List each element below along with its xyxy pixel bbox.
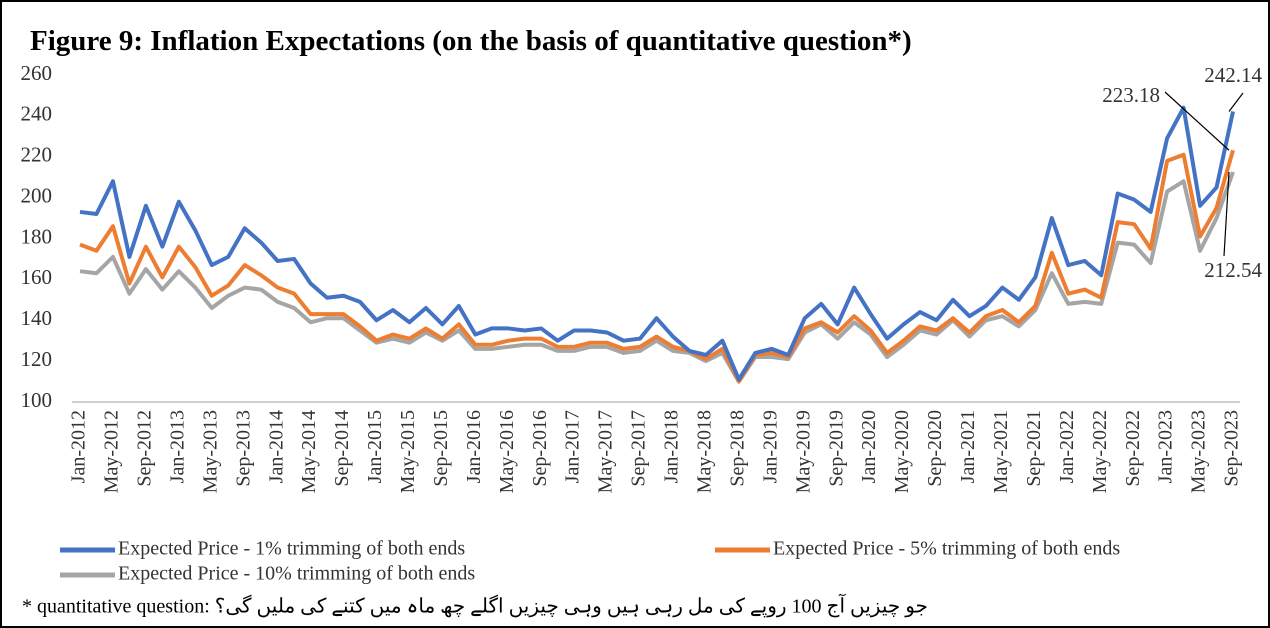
x-tick-label: May-2014 xyxy=(298,410,320,493)
data-label: 242.14 xyxy=(1204,63,1262,87)
y-tick-label: 120 xyxy=(21,347,53,371)
x-tick-label: Sep-2017 xyxy=(628,410,650,487)
x-tick-label: May-2017 xyxy=(595,410,617,493)
x-tick-label: Jan-2019 xyxy=(759,410,781,483)
x-tick-label: Sep-2012 xyxy=(133,410,155,487)
series-line xyxy=(79,171,1235,384)
x-tick-label: Jan-2020 xyxy=(858,410,880,483)
series-line xyxy=(79,105,1235,382)
x-tick-label: Sep-2021 xyxy=(1023,410,1045,487)
data-label: 212.54 xyxy=(1204,258,1262,282)
x-tick-label: May-2012 xyxy=(101,410,123,493)
legend-label: Expected Price - 5% trimming of both end… xyxy=(773,538,1120,560)
annotation-leader xyxy=(1223,171,1230,257)
x-tick-label: Sep-2013 xyxy=(232,410,254,487)
y-tick-label: 180 xyxy=(21,224,53,248)
x-tick-label: Sep-2016 xyxy=(529,410,551,487)
x-tick-label: May-2020 xyxy=(891,410,913,493)
y-tick-label: 220 xyxy=(21,143,53,167)
x-tick-label: Sep-2022 xyxy=(1122,410,1144,487)
legend-label: Expected Price - 1% trimming of both end… xyxy=(118,538,465,560)
x-tick-label: Jan-2015 xyxy=(364,410,386,483)
x-tick-label: Jan-2021 xyxy=(957,410,979,483)
x-tick-label: Jan-2018 xyxy=(661,410,683,483)
x-tick-label: Sep-2019 xyxy=(825,410,847,487)
y-tick-label: 240 xyxy=(21,102,53,126)
x-tick-label: May-2013 xyxy=(199,410,221,493)
y-tick-label: 100 xyxy=(21,388,53,412)
chart-title: Figure 9: Inflation Expectations (on the… xyxy=(30,25,912,57)
y-tick-label: 200 xyxy=(21,183,53,207)
x-tick-label: Jan-2022 xyxy=(1056,410,1078,483)
x-tick-label: May-2018 xyxy=(694,410,716,493)
x-tick-label: May-2015 xyxy=(397,410,419,493)
x-tick-label: May-2023 xyxy=(1188,410,1210,493)
x-tick-label: Jan-2016 xyxy=(463,410,485,483)
footnote: * quantitative question: جو چیزیں آج 100… xyxy=(22,594,928,618)
legend-label: Expected Price - 10% trimming of both en… xyxy=(118,563,475,585)
x-tick-label: Jan-2012 xyxy=(68,410,90,483)
x-tick-label: May-2022 xyxy=(1089,410,1111,493)
x-tick-label: Sep-2014 xyxy=(331,410,353,487)
y-tick-label: 140 xyxy=(21,306,53,330)
y-tick-label: 260 xyxy=(21,61,53,85)
x-tick-label: Jan-2023 xyxy=(1155,410,1177,483)
x-tick-label: Sep-2015 xyxy=(430,410,452,487)
x-tick-label: Jan-2014 xyxy=(265,410,287,483)
x-tick-label: May-2021 xyxy=(990,410,1012,493)
x-tick-label: Sep-2020 xyxy=(924,410,946,487)
x-tick-label: Jan-2017 xyxy=(562,410,584,483)
x-tick-label: May-2019 xyxy=(792,410,814,493)
x-tick-label: Jan-2013 xyxy=(166,410,188,483)
x-tick-label: May-2016 xyxy=(496,410,518,493)
series-line xyxy=(79,149,1235,384)
x-tick-label: Sep-2023 xyxy=(1221,410,1243,487)
annotation-leader xyxy=(1164,91,1230,151)
annotation-leader xyxy=(1228,92,1244,112)
data-label: 223.18 xyxy=(1102,83,1160,107)
x-tick-label: Sep-2018 xyxy=(726,410,748,487)
y-tick-label: 160 xyxy=(21,265,53,289)
